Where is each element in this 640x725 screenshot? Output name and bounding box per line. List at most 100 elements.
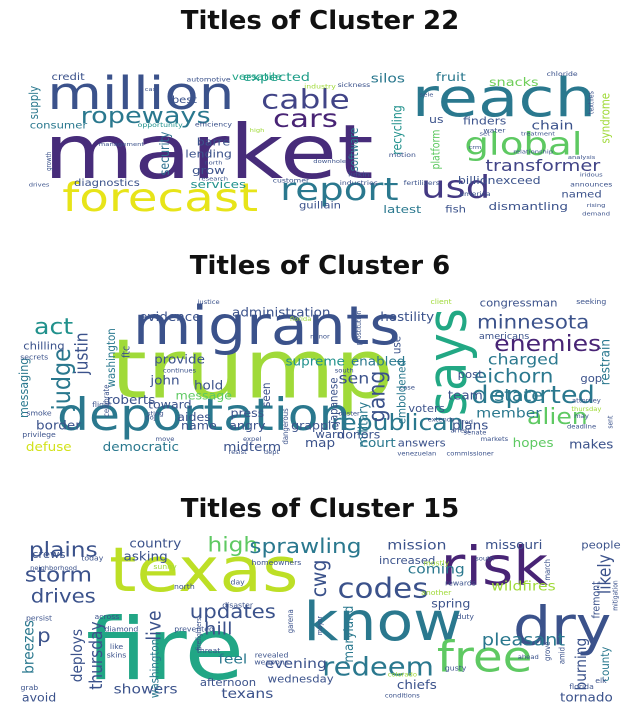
word-aides: aides <box>177 411 210 424</box>
word-day: day <box>231 578 246 586</box>
word-homeowners: homeowners <box>251 558 301 566</box>
word-relationship: relationship <box>513 149 553 155</box>
word-attorney: attorney <box>572 397 601 404</box>
word-supreme: supreme <box>285 355 345 369</box>
word-customer: customer <box>273 176 310 184</box>
word-downhole: downhole <box>313 159 346 165</box>
word-sele: sele <box>420 92 434 98</box>
word-south: south <box>475 555 494 562</box>
word-grow: grow <box>192 164 225 176</box>
word-afternoon: afternoon <box>200 676 256 688</box>
word-defuse: defuse <box>26 441 72 455</box>
word-mitigation: mitigation <box>611 580 619 610</box>
word-press: press <box>230 407 264 420</box>
word-ftc: ftc <box>121 346 133 358</box>
word-message: message <box>175 389 232 402</box>
word-plains: plains <box>29 539 98 562</box>
chart-title: Titles of Cluster 6 <box>189 251 451 281</box>
word-roberts: roberts <box>107 394 156 408</box>
word-cars: cars <box>273 104 338 133</box>
cloud-svg: market reach million forecast report usd globa… <box>26 67 613 220</box>
word-enabled: enabled <box>351 355 406 369</box>
word-americans: americans <box>479 332 530 341</box>
word-cable: cable <box>261 85 350 116</box>
word-ropeways: ropeways <box>81 102 211 128</box>
word-drives: drives <box>29 182 50 188</box>
word-management: management <box>99 141 145 147</box>
word-revealed: revealed <box>255 651 289 659</box>
word-voters: voters <box>408 403 445 415</box>
word-markets: markets <box>481 436 509 443</box>
word-administration: administration <box>232 306 330 320</box>
word-recycling: recycling <box>389 105 404 154</box>
word-team: team <box>448 389 483 403</box>
word-diagnostics: diagnostics <box>74 178 140 189</box>
word-neighborhood: neighborhood <box>30 564 77 571</box>
word-usd: usd <box>421 169 490 205</box>
word-another: another <box>421 588 451 596</box>
word-software: software <box>346 128 361 172</box>
word-move: move <box>156 436 175 443</box>
word-cwg: cwg <box>306 560 331 598</box>
word-dismantling: dismantling <box>489 200 569 212</box>
word-restrain: restrain <box>598 339 614 385</box>
word-justice: justice <box>196 298 219 305</box>
word-fired: fired <box>458 418 473 425</box>
word-guillain: guillain <box>299 201 341 212</box>
word-border: border <box>36 419 82 433</box>
word-risk: risk <box>441 536 549 598</box>
word-supply: supply <box>26 86 41 120</box>
word-state: state <box>494 386 543 406</box>
word-texans: texans <box>221 686 273 702</box>
word-high: high <box>250 127 265 133</box>
word-america: america <box>459 190 490 198</box>
word-conditions: conditions <box>385 692 421 699</box>
word-updates: updates <box>190 600 276 622</box>
word-celebrate: celebrate <box>102 384 112 417</box>
word-migrants: migrants <box>133 295 401 357</box>
word-p: p <box>37 624 51 646</box>
word-million: million <box>47 68 234 120</box>
word-hill: hill <box>204 620 232 640</box>
word-finders: finders <box>463 115 506 127</box>
word-analysis: analysis <box>568 155 595 161</box>
word-grab: grab <box>21 683 39 691</box>
word-name: name <box>181 419 217 432</box>
word-snacks: snacks <box>489 76 539 89</box>
word-amid: amid <box>557 647 567 664</box>
word-deadline: deadline <box>567 423 596 430</box>
word-republican: republican <box>331 409 463 435</box>
word-says: says <box>416 308 480 416</box>
word-enemies: enemies <box>494 330 601 356</box>
word-transformer: transformer <box>485 158 601 176</box>
word-billionexceed: billionexceed <box>458 174 541 186</box>
word-minnesota: minnesota <box>477 311 589 333</box>
word-thursday: thursday <box>571 406 601 413</box>
word-burning: burning <box>572 638 590 691</box>
word-opportunity: opportunity <box>138 121 183 129</box>
word-global: global <box>464 126 582 162</box>
word-colorado: colorado <box>388 671 417 678</box>
word-evening: evening <box>265 656 327 672</box>
word-john: john <box>149 374 179 388</box>
word-disaster: disaster <box>222 601 253 609</box>
word-versatile: versatile <box>232 72 282 83</box>
word-cloud-15: fire texas risk know dry free codes redeem plain… <box>10 527 630 707</box>
word-live: live <box>144 610 166 640</box>
word-toward: toward <box>148 398 192 411</box>
word-may: may <box>574 412 589 419</box>
word-dry: dry <box>513 596 611 658</box>
word-midterm: midterm <box>223 441 281 455</box>
word-set: set <box>480 131 491 137</box>
word-case: case <box>399 384 415 391</box>
word-market: market <box>44 108 374 195</box>
word-sprawling: sprawling <box>249 535 361 558</box>
word-weapons: weapons <box>254 658 289 666</box>
word-maryland: maryland <box>341 606 357 663</box>
word-gop: gop <box>580 373 602 385</box>
word-deportation: deportation <box>57 390 350 442</box>
word-member: member <box>476 405 542 421</box>
word-fire: fire <box>86 599 244 699</box>
word-florida: florida <box>290 316 312 323</box>
